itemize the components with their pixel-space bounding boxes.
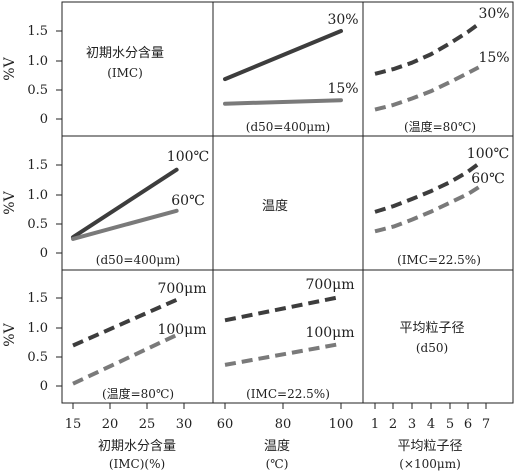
y-tick-label: 0 bbox=[40, 246, 48, 261]
panel-row2-col3 bbox=[374, 162, 480, 234]
y-tick-label: 1.0 bbox=[27, 321, 48, 336]
diag-sublabel-particle-size: (d50) bbox=[416, 341, 448, 355]
y-tick-label: 0 bbox=[40, 379, 48, 394]
panel-row3-col2 bbox=[224, 294, 342, 367]
panel-condition: (d50=400μm) bbox=[246, 120, 330, 134]
series-line-lower bbox=[374, 185, 480, 234]
x-tick-label: 15 bbox=[65, 417, 82, 432]
x-tick-label: 5 bbox=[446, 417, 454, 432]
panel-condition: (IMC=22.5%) bbox=[397, 253, 481, 267]
panel-row1-col3 bbox=[374, 22, 480, 112]
series-line-lower bbox=[224, 341, 342, 367]
series-label: 60℃ bbox=[171, 193, 204, 209]
series-line-upper bbox=[71, 167, 179, 240]
y-axis-title: %V bbox=[2, 190, 18, 214]
panel-condition: (温度=80℃) bbox=[404, 119, 476, 134]
x-axis-title: 平均粒子径 bbox=[397, 439, 462, 454]
series-line-upper bbox=[72, 297, 178, 348]
y-tick-label: 1.0 bbox=[27, 188, 48, 203]
series-label: 15% bbox=[327, 81, 358, 97]
y-tick-label: 1.5 bbox=[27, 158, 48, 173]
x-tick-label: 3 bbox=[408, 417, 416, 432]
y-axis-title: %V bbox=[2, 56, 18, 80]
series-line-upper bbox=[374, 162, 480, 214]
series-label: 15% bbox=[478, 50, 509, 66]
x-axis-title: 初期水分含量 bbox=[98, 438, 176, 454]
x-axis-particle-size: 1 2 3 4 5 6 7 平均粒子径 (×100μm) bbox=[371, 403, 490, 471]
panel-row3-col1 bbox=[72, 297, 178, 386]
series-label: 30% bbox=[327, 12, 358, 28]
diag-label-imc: 初期水分含量 bbox=[86, 45, 164, 61]
x-axis-temperature: 60 80 100 温度 (℃) bbox=[217, 403, 354, 471]
series-label: 30% bbox=[478, 6, 509, 22]
x-axis-subtitle: (IMC)(%) bbox=[109, 457, 165, 471]
x-tick-label: 2 bbox=[389, 417, 397, 432]
x-tick-label: 1 bbox=[371, 417, 379, 432]
x-tick-label: 80 bbox=[275, 417, 292, 432]
diag-label-temperature: 温度 bbox=[262, 198, 288, 214]
series-line-upper bbox=[374, 22, 480, 76]
y-axis-row-3: 0 0.5 1.0 1.5 %V bbox=[2, 291, 62, 394]
series-label: 60℃ bbox=[471, 171, 504, 187]
series-line-upper bbox=[224, 294, 342, 323]
x-tick-label: 20 bbox=[102, 417, 119, 432]
y-tick-label: 1.5 bbox=[27, 291, 48, 306]
x-axis-subtitle: (℃) bbox=[266, 457, 289, 471]
x-axis-title: 温度 bbox=[264, 438, 290, 454]
y-axis-row-2: 0 0.5 1.0 1.5 %V bbox=[2, 158, 62, 261]
diag-sublabel-imc: (IMC) bbox=[107, 66, 143, 80]
y-tick-label: 1.5 bbox=[27, 24, 48, 39]
x-tick-label: 100 bbox=[329, 417, 354, 432]
x-tick-label: 4 bbox=[427, 417, 435, 432]
series-label: 700μm bbox=[305, 277, 354, 293]
series-line-lower bbox=[374, 65, 480, 112]
y-tick-label: 1.0 bbox=[27, 54, 48, 69]
panel-row1-col2 bbox=[223, 29, 343, 106]
y-tick-label: 0 bbox=[40, 112, 48, 127]
x-tick-label: 30 bbox=[176, 417, 193, 432]
series-line-lower bbox=[71, 208, 179, 241]
series-label: 700μm bbox=[157, 281, 206, 297]
y-tick-label: 0.5 bbox=[27, 217, 48, 232]
x-axis-subtitle: (×100μm) bbox=[399, 457, 461, 471]
x-tick-label: 25 bbox=[139, 417, 156, 432]
series-label: 100μm bbox=[305, 325, 354, 341]
panel-row2-col1 bbox=[71, 167, 179, 241]
matrix-frame bbox=[61, 1, 514, 404]
x-axis-imc: 15 20 25 30 初期水分含量 (IMC)(%) bbox=[65, 403, 193, 471]
diag-label-particle-size: 平均粒子径 bbox=[399, 321, 464, 336]
series-line-lower bbox=[223, 98, 343, 106]
y-tick-label: 0.5 bbox=[27, 350, 48, 365]
series-line-upper bbox=[223, 29, 343, 82]
panel-condition: (d50=400μm) bbox=[96, 253, 180, 267]
series-line-lower bbox=[72, 333, 178, 386]
x-tick-label: 6 bbox=[464, 417, 472, 432]
series-label: 100μm bbox=[157, 322, 206, 338]
x-tick-label: 7 bbox=[482, 417, 490, 432]
panel-condition: (温度=80℃) bbox=[102, 386, 174, 401]
y-axis-title: %V bbox=[2, 322, 18, 346]
y-axis-row-1: 0 0.5 1.0 1.5 %V bbox=[2, 24, 62, 127]
x-tick-label: 60 bbox=[217, 417, 234, 432]
series-label: 100℃ bbox=[467, 146, 509, 162]
series-label: 100℃ bbox=[167, 149, 209, 165]
y-tick-label: 0.5 bbox=[27, 83, 48, 98]
panel-condition: (IMC=22.5%) bbox=[246, 387, 330, 401]
